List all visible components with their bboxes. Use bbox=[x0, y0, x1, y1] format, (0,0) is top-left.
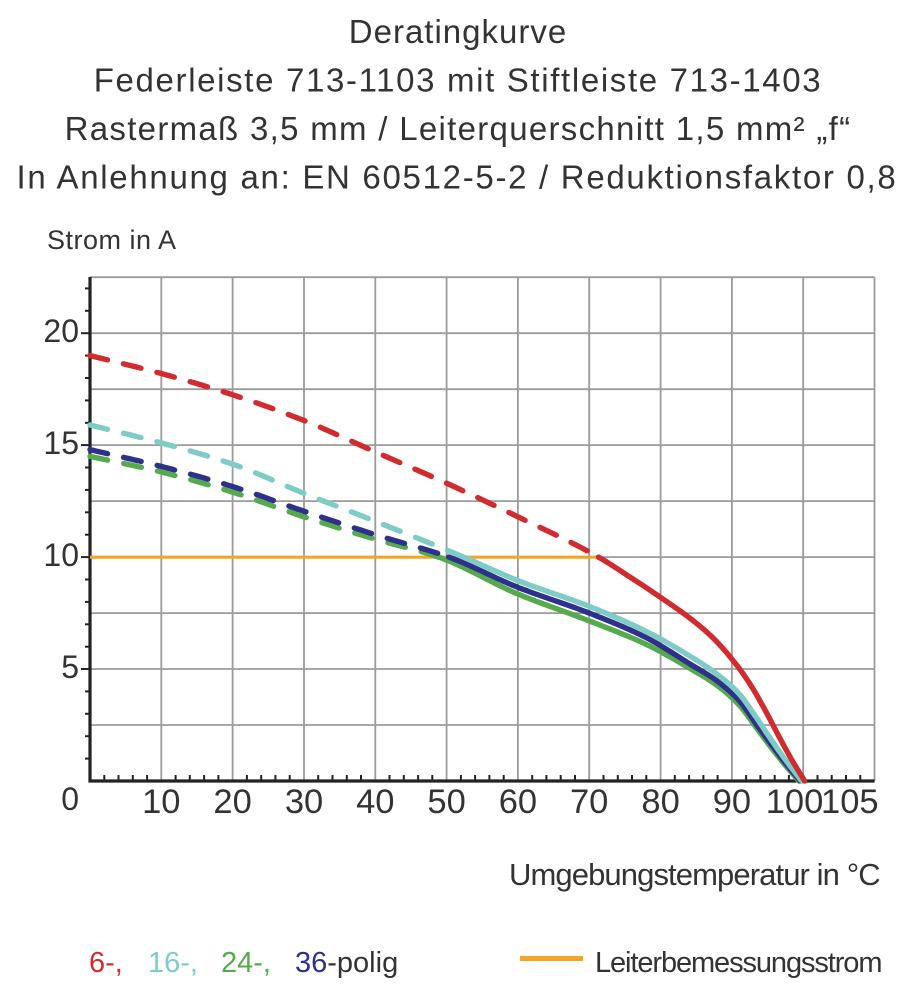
svg-text:10: 10 bbox=[43, 537, 79, 573]
svg-text:6-,: 6-, bbox=[89, 947, 123, 979]
svg-text:24-,: 24-, bbox=[221, 947, 271, 979]
svg-text:Rastermaß 3,5 mm / Leiterquers: Rastermaß 3,5 mm / Leiterquerschnitt 1,5… bbox=[65, 110, 852, 147]
svg-text:70: 70 bbox=[570, 783, 608, 821]
svg-text:90: 90 bbox=[713, 783, 751, 821]
svg-text:60: 60 bbox=[499, 783, 537, 821]
svg-text:15: 15 bbox=[43, 425, 79, 461]
svg-text:50: 50 bbox=[427, 783, 465, 821]
svg-text:30: 30 bbox=[285, 783, 323, 821]
svg-text:10: 10 bbox=[142, 783, 180, 821]
svg-text:Federleiste 713-1103 mit Stift: Federleiste 713-1103 mit Stiftleiste 713… bbox=[94, 62, 823, 99]
svg-text:In Anlehnung an: EN 60512-5-2: In Anlehnung an: EN 60512-5-2 / Reduktio… bbox=[17, 159, 898, 196]
svg-text:Deratingkurve: Deratingkurve bbox=[349, 13, 567, 50]
svg-text:36-polig: 36-polig bbox=[295, 947, 398, 979]
svg-text:80: 80 bbox=[641, 783, 679, 821]
svg-text:Strom in A: Strom in A bbox=[47, 225, 177, 255]
svg-text:100: 100 bbox=[766, 783, 824, 821]
svg-text:105: 105 bbox=[821, 783, 879, 821]
svg-text:5: 5 bbox=[61, 649, 79, 685]
svg-text:20: 20 bbox=[213, 783, 251, 821]
svg-text:20: 20 bbox=[43, 313, 79, 349]
svg-text:16-,: 16-, bbox=[148, 947, 198, 979]
svg-text:0: 0 bbox=[61, 781, 79, 817]
svg-text:40: 40 bbox=[356, 783, 394, 821]
svg-text:Umgebungstemperatur in °C: Umgebungstemperatur in °C bbox=[509, 857, 880, 892]
svg-text:Leiterbemessungsstrom: Leiterbemessungsstrom bbox=[595, 947, 881, 979]
